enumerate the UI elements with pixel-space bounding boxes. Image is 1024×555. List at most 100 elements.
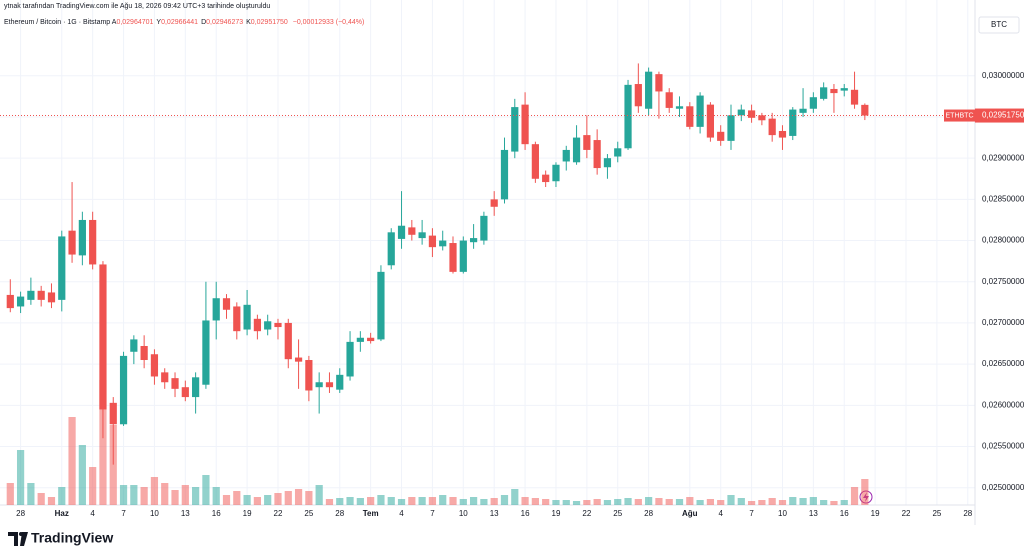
x-tick-label: 22 — [582, 509, 591, 518]
candle-body — [274, 322, 282, 328]
brand-logo — [8, 532, 28, 546]
volume-bar — [89, 467, 97, 505]
candle-body — [459, 240, 467, 272]
volume-bar — [377, 495, 385, 505]
candle-body — [377, 271, 385, 340]
volume-bar — [830, 501, 838, 505]
candle-body — [243, 304, 251, 330]
candle-body — [572, 137, 581, 163]
candle-body — [727, 115, 735, 141]
candle-body — [140, 346, 148, 361]
candle-body — [253, 318, 261, 332]
y-tick-label: 0,02900000 — [982, 153, 1024, 162]
symbol: Ethereum / Bitcoin · 1G · Bitstamp — [4, 19, 111, 26]
y-tick-label: 0,02850000 — [982, 194, 1024, 203]
y-tick-label: 0,02550000 — [982, 442, 1024, 451]
x-tick-label: 19 — [552, 509, 561, 518]
candle-body — [284, 322, 292, 360]
currency-box[interactable] — [978, 16, 1020, 34]
x-tick-label: 19 — [243, 509, 252, 518]
volume-bar — [572, 501, 581, 505]
volume-bar — [552, 500, 560, 505]
x-tick-label: 16 — [521, 509, 530, 518]
candle-body — [233, 306, 241, 332]
candle-body — [408, 227, 416, 235]
candle-body — [500, 149, 509, 200]
candle-body — [624, 84, 632, 149]
candle-body — [696, 95, 704, 127]
volume-bar — [542, 499, 550, 505]
x-tick-label: 28 — [963, 509, 972, 518]
candle-body — [675, 106, 684, 109]
volume-bar — [161, 483, 169, 505]
x-tick-label: 22 — [274, 509, 283, 518]
candle-body — [78, 219, 86, 256]
candle-body — [634, 84, 642, 107]
candle-body — [789, 109, 797, 136]
ohlc-key: D — [201, 19, 207, 26]
volume-bar — [222, 495, 231, 505]
candle-body — [747, 110, 756, 118]
volume-bar — [490, 498, 498, 505]
candle-body — [192, 377, 200, 398]
x-tick-label: 13 — [490, 509, 499, 518]
volume-bar — [109, 425, 117, 505]
x-tick-label: 7 — [749, 509, 754, 518]
x-tick-label: 22 — [902, 509, 911, 518]
volume-bar — [428, 497, 437, 505]
x-tick-label: 10 — [459, 509, 468, 518]
x-tick-label: 25 — [932, 509, 941, 518]
x-tick-label: 28 — [335, 509, 344, 518]
volume-bar — [500, 495, 509, 505]
candle-body — [614, 148, 622, 157]
volume-bar — [294, 489, 303, 505]
volume-bar — [181, 485, 189, 505]
candle-body — [861, 104, 869, 116]
y-tick-label: 0,02750000 — [982, 277, 1024, 286]
volume-bar — [439, 495, 447, 505]
candle-body — [428, 235, 437, 248]
volume-bar — [27, 483, 35, 505]
volume-bar — [675, 499, 684, 505]
volume-bar — [861, 479, 869, 505]
candle-body — [717, 131, 725, 141]
volume-bar — [850, 487, 859, 505]
candle-body — [68, 230, 76, 255]
volume-bar — [397, 499, 406, 505]
price-tag — [975, 108, 1024, 123]
volume-bar — [150, 477, 159, 505]
x-tick-label: 10 — [150, 509, 159, 518]
x-tick-label: Ağu — [682, 509, 698, 518]
volume-bar — [840, 500, 848, 505]
candle-body — [469, 238, 478, 243]
x-tick-label: Tem — [363, 509, 379, 518]
candle-body — [449, 243, 457, 272]
x-tick-label: 28 — [16, 509, 25, 518]
candle-body — [325, 382, 334, 388]
candle-body — [119, 355, 128, 425]
candle-body — [665, 92, 673, 108]
volume-bar — [264, 495, 272, 505]
ohlc-key: K — [246, 19, 251, 26]
volume-bar — [480, 499, 488, 505]
candle-body — [161, 372, 169, 383]
y-tick-label: 0,02650000 — [982, 359, 1024, 368]
legend: Ethereum / Bitcoin · 1G · Bitstamp A0,02… — [4, 19, 364, 26]
volume-bar — [789, 497, 797, 505]
volume-bar — [367, 497, 375, 505]
x-tick-label: Haz — [55, 509, 69, 518]
candle-body — [521, 104, 529, 145]
volume-bar — [99, 380, 107, 505]
candle-body — [768, 118, 776, 136]
volume-bar — [758, 500, 766, 505]
volume-bar — [346, 497, 354, 505]
volume-bar — [809, 497, 817, 505]
volume-bar — [119, 485, 128, 505]
candle-body — [820, 87, 828, 99]
volume-bar — [325, 499, 334, 505]
volume-bar — [706, 499, 715, 505]
volume-bar — [562, 500, 570, 505]
volume-bar — [521, 497, 529, 505]
ohlc: A0,02964701 Y0,02966441 D0,02946273 K0,0295… — [112, 19, 291, 26]
candle-body — [99, 264, 107, 410]
